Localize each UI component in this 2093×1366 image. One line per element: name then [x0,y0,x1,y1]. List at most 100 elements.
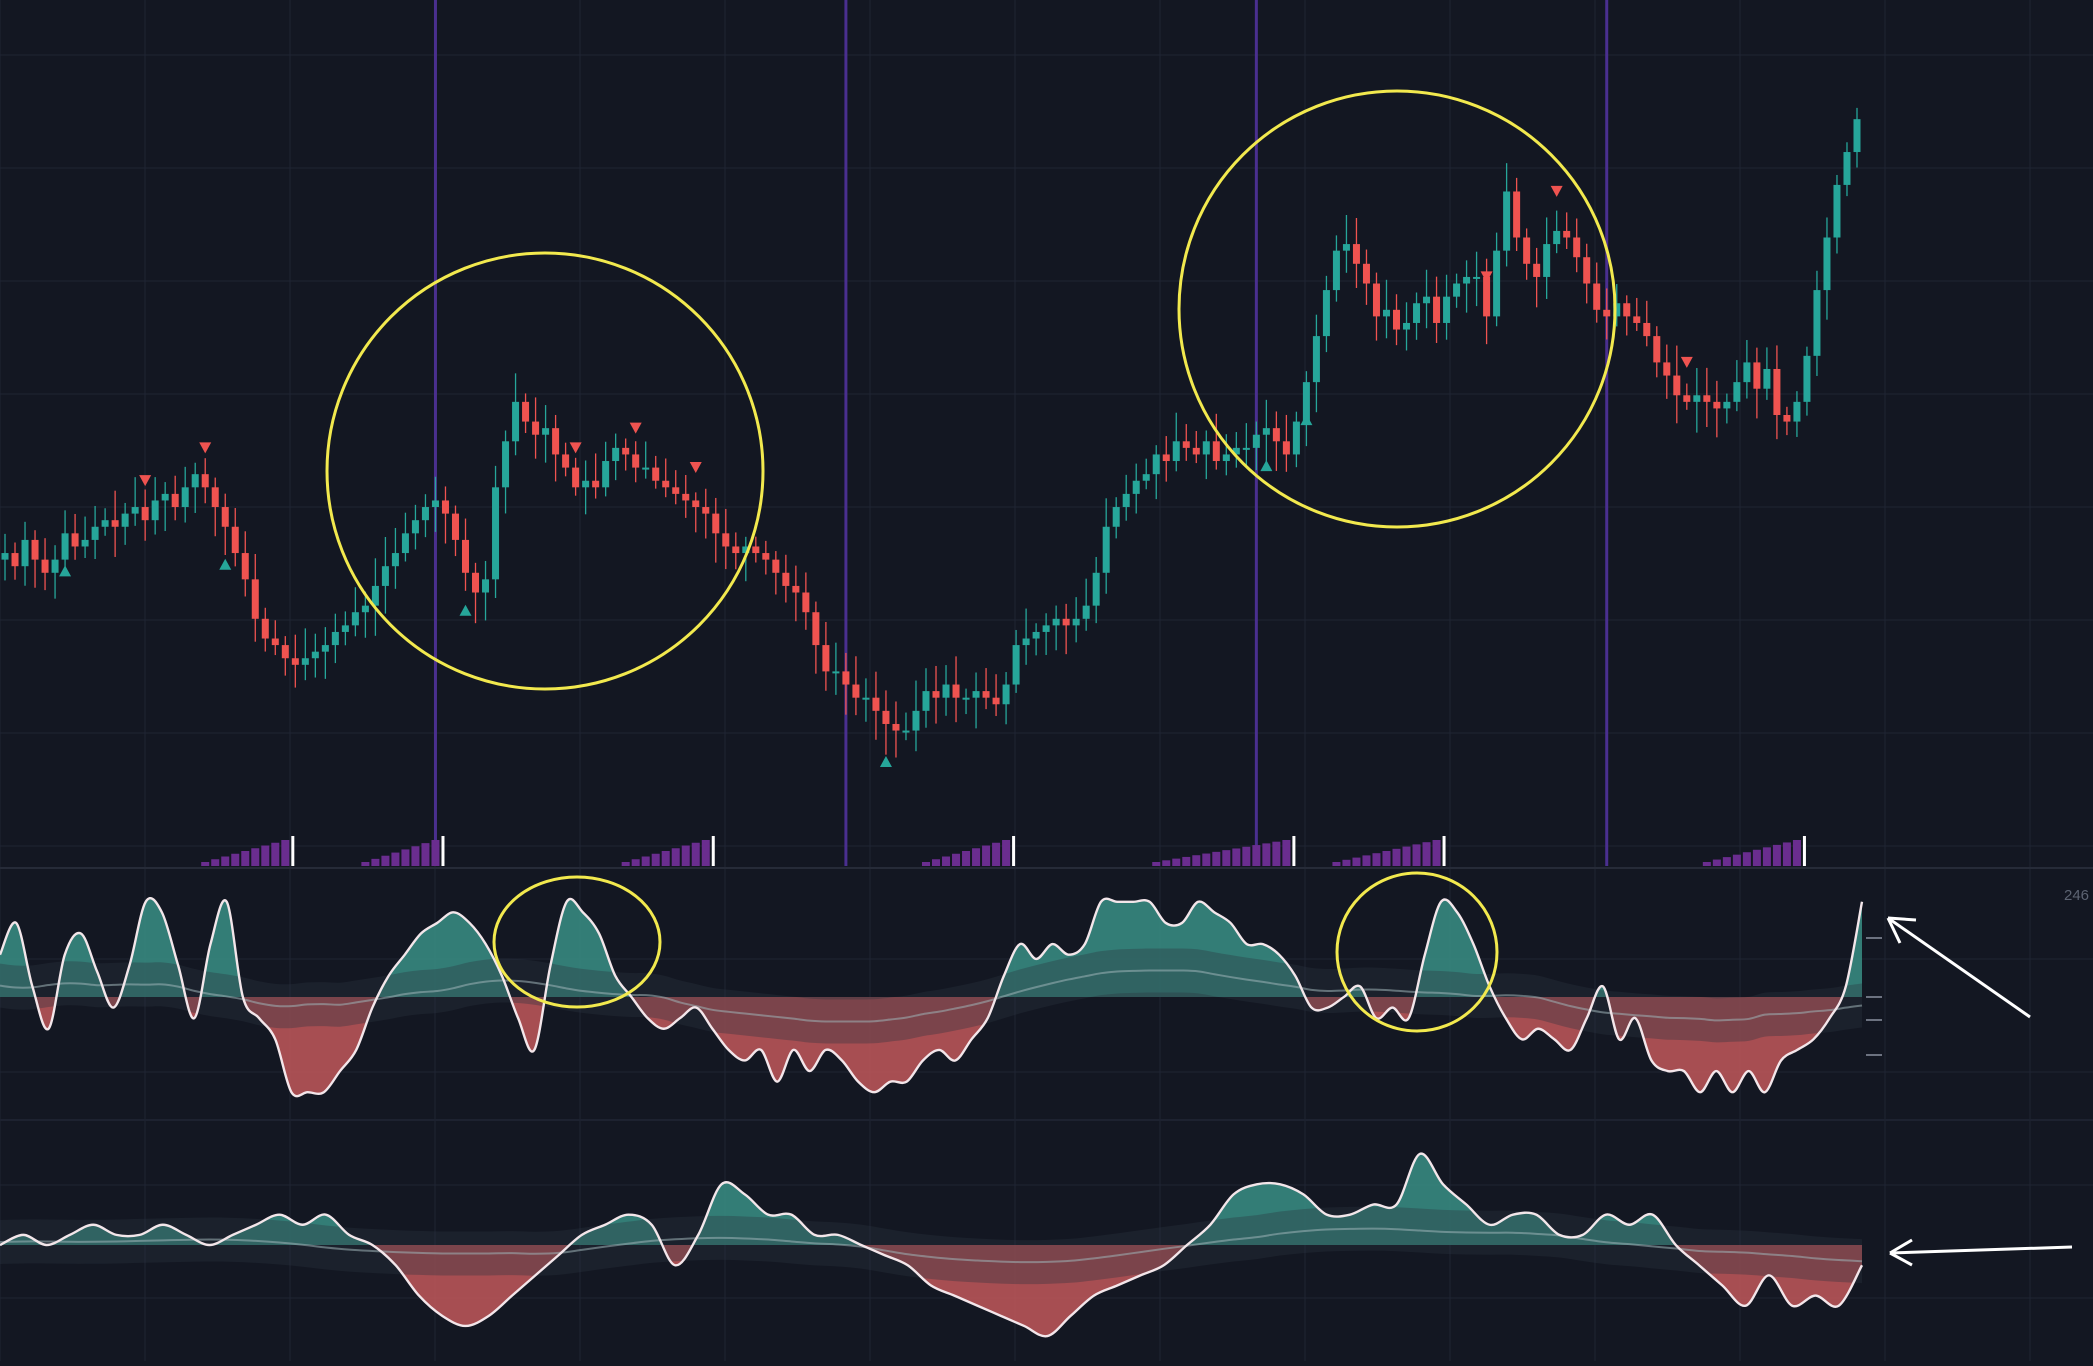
volume-bar [631,859,640,866]
candle-body [1853,119,1861,153]
volume-bar [1382,851,1391,866]
volume-bar [251,848,260,866]
candle-body [1252,434,1260,448]
candle-body [1142,474,1150,481]
highlight-circle [325,251,765,691]
candle-body [1052,618,1060,626]
volume-bar [371,858,380,866]
volume-marker [1292,836,1296,866]
candle-body [572,467,580,488]
candle-body [1833,184,1841,238]
candle-body [391,553,399,567]
candle-body [1312,336,1320,383]
candle-body [842,671,850,685]
candle-body [812,612,820,646]
candle-body [1192,447,1200,455]
candle-body [912,710,920,731]
candle-body [662,480,670,488]
candle-body [1122,493,1130,508]
candle-body [1413,303,1421,323]
candle-body [1352,244,1360,264]
candle-body [71,533,79,547]
candle-body [622,447,630,455]
annotation-arrow [1887,916,2031,1019]
candle-body [1022,638,1030,646]
volume-bar [1362,855,1371,866]
candle-body [1433,296,1441,323]
envelope-band [0,992,1862,1044]
candle-body [562,454,570,468]
volume-bar [952,853,961,866]
candle-body [1382,309,1390,317]
candle-body [722,533,730,547]
buy-triangle [459,604,472,616]
candle-body [171,493,179,508]
candle-body [301,658,309,665]
candle-body [772,559,780,573]
candle-body [992,697,1000,705]
candle-body [1773,368,1781,415]
candle-body [1813,290,1821,356]
candle-body [702,507,710,514]
volume-bar [1702,862,1711,866]
candle-body [692,500,700,508]
candle-body [1783,415,1791,422]
candle-body [1443,296,1451,323]
candle-body [111,520,119,527]
candle-body [291,658,299,665]
candle-body [612,447,620,462]
candle-body [1222,454,1230,462]
candle-body [1092,572,1100,606]
volume-bar [1242,846,1251,866]
envelope-band [0,1206,1862,1245]
positive-area [0,1153,1862,1245]
candle-body [1653,336,1661,363]
volume-bar [1752,849,1761,866]
candle-body [552,428,560,455]
sell-triangle [1680,356,1693,368]
candle-body [1713,401,1721,409]
candle-body [1753,362,1761,389]
candle-body [331,631,339,646]
candle-body [1603,309,1611,317]
volume-bar [1152,862,1161,866]
candle-body [1573,237,1581,258]
candle-body [782,572,790,586]
candle-body [261,618,269,639]
volume-bar [1762,847,1771,866]
volume-bar [1782,842,1791,866]
volume-bar [1372,853,1381,866]
negative-area [0,997,1862,1097]
candle-body [802,592,810,613]
candle-body [1322,290,1330,337]
volume-bar [1352,857,1361,866]
volume-bar [1162,860,1171,866]
candle-body [862,697,870,700]
price-candles [1,107,1861,758]
volume-bar [1742,852,1751,866]
candle-body [672,487,680,494]
candle-body [1202,441,1210,455]
volume-marker [1802,836,1806,866]
volume-bar [932,859,941,866]
sell-triangle [689,462,702,474]
volume-bar [1722,857,1731,866]
volume-marker [1012,836,1016,866]
volume-bar [982,845,991,866]
candle-body [762,553,770,560]
candle-body [592,480,600,488]
candle-body [632,454,640,468]
volume-marker [441,836,445,866]
candle-body [502,441,510,488]
volume-marker [1442,836,1446,866]
candle-body [962,697,970,700]
candle-body [1643,322,1651,337]
candle-body [451,513,459,540]
candle-body [1623,303,1631,317]
candle-body [1543,244,1551,277]
volume-bar [1182,856,1191,866]
candle-body [1513,191,1521,238]
